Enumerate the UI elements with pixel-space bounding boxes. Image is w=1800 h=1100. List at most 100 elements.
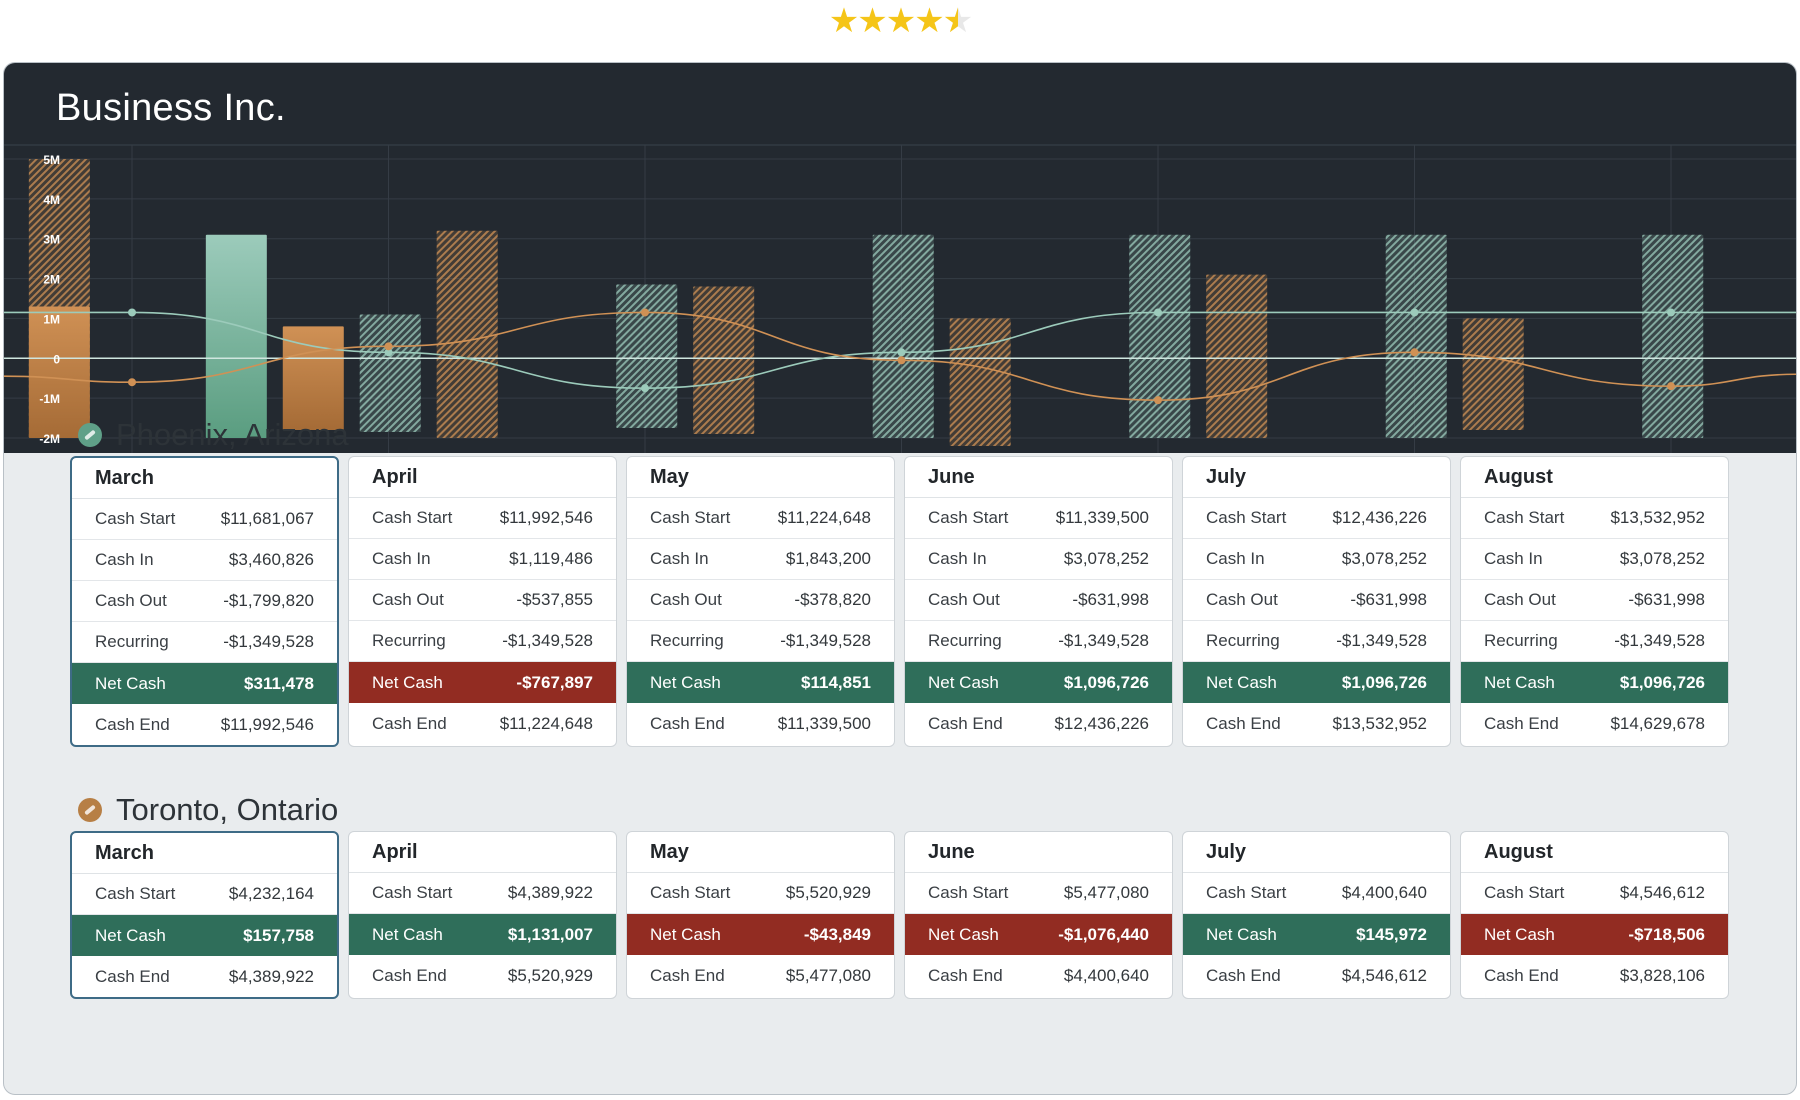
row-label: Cash In: [1206, 549, 1265, 568]
row-label: Cash Out: [372, 590, 444, 609]
card-row: Cash End $4,546,612: [1183, 955, 1450, 996]
card-row: Cash End $5,520,929: [349, 955, 616, 996]
row-label: Cash Start: [1206, 508, 1287, 527]
row-label: Net Cash: [1206, 672, 1277, 692]
row-label: Net Cash: [1206, 924, 1277, 944]
month-card-august[interactable]: August Cash Start $13,532,952 Cash In $3,078…: [1460, 456, 1729, 747]
row-label: Cash End: [95, 966, 170, 986]
row-value: $11,681,067: [220, 509, 314, 528]
row-value: $12,436,226: [1332, 508, 1427, 527]
row-label: Recurring: [372, 631, 446, 650]
series-point: [1410, 308, 1419, 317]
row-label: Recurring: [928, 631, 1002, 650]
card-row: Cash Out -$631,998: [905, 580, 1172, 621]
row-label: Net Cash: [95, 673, 166, 693]
row-value: -$767,897: [516, 672, 593, 692]
net-cash-row: Net Cash $1,096,726: [1461, 662, 1728, 703]
month-card-july[interactable]: July Cash Start $4,400,640 Net Cash $145,972…: [1182, 831, 1451, 999]
row-label: Net Cash: [928, 672, 999, 692]
month-card-june[interactable]: June Cash Start $5,477,080 Net Cash -$1,076,…: [904, 831, 1173, 999]
row-label: Cash End: [1484, 713, 1559, 733]
card-month-title: August: [1461, 457, 1728, 498]
row-value: $1,119,486: [509, 549, 593, 568]
row-value: -$631,998: [1628, 590, 1705, 609]
row-label: Net Cash: [928, 924, 999, 944]
location-header: Phoenix, Arizona: [78, 415, 349, 455]
row-label: Cash Out: [95, 591, 167, 610]
row-label: Net Cash: [650, 672, 721, 692]
row-label: Cash In: [372, 549, 431, 568]
row-label: Cash Start: [1484, 508, 1565, 527]
row-value: -$1,349,528: [780, 631, 871, 650]
chart-bar: [1462, 318, 1524, 431]
card-month-title: May: [627, 832, 894, 873]
month-card-august[interactable]: August Cash Start $4,546,612 Net Cash -$718,…: [1460, 831, 1729, 999]
card-row: Cash In $3,460,826: [72, 540, 337, 581]
card-row: Cash End $11,992,546: [72, 704, 337, 745]
card-row: Cash Start $11,992,546: [349, 498, 616, 539]
card-row: Cash Start $11,224,648: [627, 498, 894, 539]
chart-bar: [205, 234, 267, 438]
card-row: Cash End $11,339,500: [627, 703, 894, 744]
card-row: Recurring -$1,349,528: [905, 621, 1172, 662]
row-value: -$1,349,528: [1058, 631, 1149, 650]
month-card-june[interactable]: June Cash Start $11,339,500 Cash In $3,078,2…: [904, 456, 1173, 747]
month-card-july[interactable]: July Cash Start $12,436,226 Cash In $3,078,2…: [1182, 456, 1451, 747]
series-point: [1667, 382, 1675, 391]
row-value: $5,520,929: [507, 965, 593, 985]
row-label: Cash Start: [1206, 883, 1287, 902]
month-card-may[interactable]: May Cash Start $11,224,648 Cash In $1,843,20…: [626, 456, 895, 747]
row-value: $5,520,929: [785, 883, 871, 902]
card-row: Recurring -$1,349,528: [72, 622, 337, 663]
row-label: Cash Out: [928, 590, 1000, 609]
row-label: Cash Start: [372, 508, 453, 527]
row-value: -$631,998: [1072, 590, 1149, 609]
row-label: Cash Start: [372, 883, 453, 902]
month-card-march[interactable]: March Cash Start $11,681,067 Cash In $3,460,…: [70, 456, 339, 747]
row-value: $3,078,252: [1341, 549, 1427, 568]
row-label: Cash End: [928, 713, 1003, 733]
row-value: $11,339,500: [1055, 508, 1149, 527]
month-card-may[interactable]: May Cash Start $5,520,929 Net Cash -$43,849 C…: [626, 831, 895, 999]
net-cash-row: Net Cash $1,131,007: [349, 914, 616, 955]
month-card-list: March Cash Start $4,232,164 Net Cash $157,75…: [70, 831, 1729, 999]
card-month-title: July: [1183, 457, 1450, 498]
card-month-title: April: [349, 832, 616, 873]
y-tick-label: 5M: [43, 153, 60, 167]
row-label: Cash End: [1484, 965, 1559, 985]
row-value: $14,629,678: [1610, 713, 1705, 733]
chart-bar: [282, 326, 344, 431]
net-cash-row: Net Cash $114,851: [627, 662, 894, 703]
row-value: $4,400,640: [1063, 965, 1149, 985]
card-row: Cash Start $13,532,952: [1461, 498, 1728, 539]
card-row: Cash In $1,843,200: [627, 539, 894, 580]
row-label: Cash End: [95, 714, 170, 734]
series-point: [128, 308, 136, 317]
month-card-april[interactable]: April Cash Start $11,992,546 Cash In $1,119,…: [348, 456, 617, 747]
row-value: $4,389,922: [228, 966, 314, 986]
row-value: -$537,855: [516, 590, 593, 609]
row-label: Net Cash: [1484, 672, 1555, 692]
row-value: -$1,349,528: [1614, 631, 1705, 650]
y-tick-label: -2M: [39, 432, 60, 446]
row-value: -$1,349,528: [223, 632, 314, 651]
chart-bar: [1385, 234, 1447, 438]
row-value: $311,478: [244, 673, 314, 693]
row-value: -$718,506: [1628, 924, 1705, 944]
header: 5M 4M 3M 2M 1M 0 -1M -2M Business Inc.: [4, 63, 1796, 453]
card-row: Cash In $1,119,486: [349, 539, 616, 580]
card-row: Recurring -$1,349,528: [349, 621, 616, 662]
row-value: $4,546,612: [1619, 883, 1705, 902]
chart-bar: [693, 286, 755, 435]
month-card-march[interactable]: March Cash Start $4,232,164 Net Cash $157,75…: [70, 831, 339, 999]
row-value: $4,400,640: [1341, 883, 1427, 902]
row-label: Cash End: [1206, 713, 1281, 733]
net-cash-row: Net Cash -$767,897: [349, 662, 616, 703]
month-card-april[interactable]: April Cash Start $4,389,922 Net Cash $1,131,…: [348, 831, 617, 999]
y-tick-label: 0: [53, 352, 60, 366]
star-icon: ★: [857, 2, 888, 40]
row-value: $114,851: [801, 672, 871, 692]
row-label: Recurring: [650, 631, 724, 650]
row-value: $11,224,648: [499, 713, 593, 733]
chart-bar: [1206, 274, 1268, 438]
